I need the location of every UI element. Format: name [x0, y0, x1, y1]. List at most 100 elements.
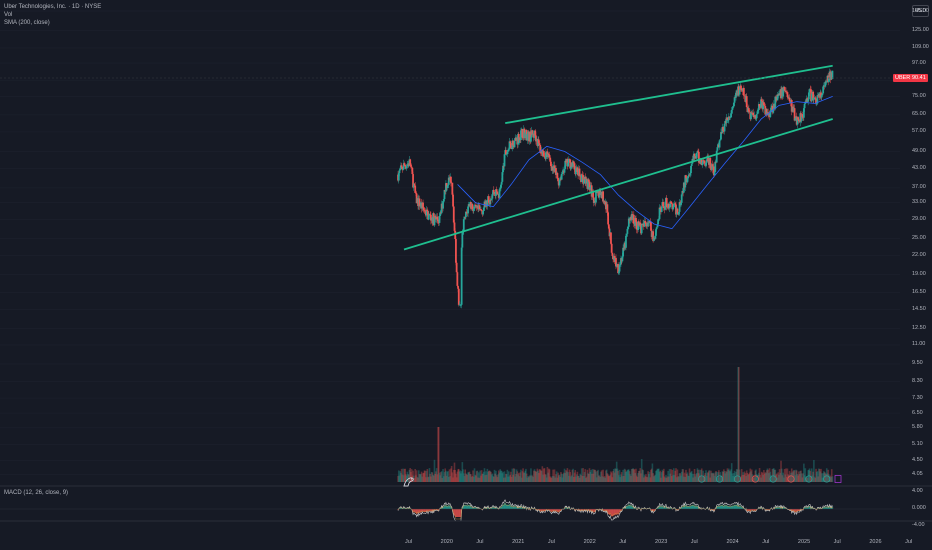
volume-bar — [440, 472, 442, 482]
macd-histogram-bar — [407, 507, 409, 509]
volume-bar — [688, 475, 690, 482]
volume-indicator-label[interactable]: Vol — [4, 12, 13, 18]
currency-button[interactable]: USD — [912, 5, 929, 17]
candle-body — [499, 187, 502, 190]
candle-body — [705, 162, 707, 166]
volume-bar — [644, 476, 647, 482]
macd-histogram-bar — [490, 507, 493, 509]
volume-bar — [595, 471, 597, 482]
volume-bar — [570, 476, 572, 482]
volume-bar — [441, 477, 444, 482]
candle-body — [456, 272, 459, 286]
macd-histogram-bar — [611, 509, 614, 517]
candle-body — [709, 158, 712, 169]
candle-body — [572, 161, 574, 167]
macd-histogram-bar — [753, 509, 755, 511]
macd-histogram-bar — [433, 509, 435, 512]
volume-bar — [803, 475, 806, 482]
volume-bar — [465, 473, 467, 482]
candle-body — [634, 217, 637, 226]
candle-body — [681, 190, 684, 195]
volume-bar — [503, 471, 506, 482]
volume-bar — [596, 470, 599, 482]
volume-bar — [798, 471, 800, 482]
volume-bar — [638, 471, 640, 482]
macd-histogram-bar — [607, 509, 609, 514]
candle-body — [589, 187, 592, 191]
candle-body — [410, 165, 412, 167]
macd-histogram-bar — [408, 507, 411, 509]
macd-histogram-bar — [474, 507, 476, 509]
candle-body — [507, 149, 509, 152]
candle-body — [647, 222, 650, 224]
candle-body — [610, 243, 613, 253]
trendlines[interactable] — [403, 64, 833, 251]
volume-bar — [512, 474, 514, 482]
volume-bar — [793, 470, 796, 482]
candle-body — [513, 140, 516, 148]
macd-histogram-bar — [752, 509, 754, 511]
macd-histogram-bar — [706, 507, 709, 509]
event-markers[interactable] — [698, 475, 842, 483]
volume-bar — [397, 475, 399, 482]
candle-body — [740, 85, 742, 89]
candle-body — [827, 78, 830, 83]
volume-bar — [782, 472, 784, 482]
time-axis-label: Jul — [476, 539, 484, 545]
volume-bar — [467, 472, 470, 482]
macd-histogram-bar — [417, 509, 419, 514]
volume-bar — [586, 469, 589, 482]
sma-indicator-label[interactable]: SMA (200, close) — [4, 20, 50, 26]
macd-histogram-bar — [585, 509, 587, 510]
macd-histogram-bar — [728, 505, 730, 509]
macd-histogram-bar — [735, 504, 737, 509]
volume-bar — [505, 473, 507, 482]
volume-bar — [506, 469, 509, 482]
macd-histogram-bar — [778, 506, 780, 509]
macd-histogram-bar — [491, 507, 494, 509]
candle-body — [500, 181, 503, 185]
candle-body — [794, 118, 797, 121]
macd-histogram-bar — [602, 509, 604, 511]
candle-body — [770, 107, 772, 111]
macd-histogram-bar — [796, 509, 799, 511]
volume-bar — [517, 472, 520, 482]
volume-bar — [457, 468, 460, 482]
candle-body — [539, 145, 542, 153]
macd-histogram-bar — [666, 508, 669, 509]
candle-body — [695, 152, 698, 159]
candle-body — [677, 211, 680, 215]
candle-body — [815, 103, 818, 104]
macd-histogram-bar — [426, 509, 429, 511]
candle-body — [452, 206, 455, 223]
volume-bar — [830, 469, 833, 482]
volume-bar — [814, 477, 817, 482]
volume-bar — [459, 470, 462, 482]
volume-bar — [674, 470, 677, 482]
candle-body — [512, 140, 514, 146]
macd-histogram-bar — [731, 505, 733, 509]
macd-histogram-bar — [504, 502, 506, 509]
macd-histogram-bar — [590, 509, 593, 513]
volume-bar — [498, 472, 501, 482]
macd-histogram-bar — [524, 507, 526, 509]
candle-body — [592, 197, 595, 203]
volume-bar — [780, 460, 782, 482]
candle-body — [728, 116, 731, 118]
volume-bar — [442, 469, 444, 482]
candle-body — [688, 174, 691, 176]
volume-bar — [551, 475, 554, 482]
volume-bar — [443, 472, 446, 482]
volume-bar — [625, 471, 628, 482]
macd-histogram-bar — [443, 505, 446, 509]
macd-indicator-label[interactable]: MACD (12, 26, close, 9) — [4, 490, 69, 496]
volume-bar — [789, 475, 792, 482]
macd-histogram-bar — [603, 509, 606, 511]
macd-histogram-bar — [416, 509, 419, 513]
macd-histogram-bar — [680, 508, 682, 509]
macd-histogram-bar — [440, 506, 443, 509]
time-axis-label: 2022 — [583, 539, 596, 545]
symbol-title[interactable]: Uber Technologies, Inc. · 1D · NYSE — [4, 4, 102, 10]
macd-histogram-bar — [456, 509, 459, 517]
